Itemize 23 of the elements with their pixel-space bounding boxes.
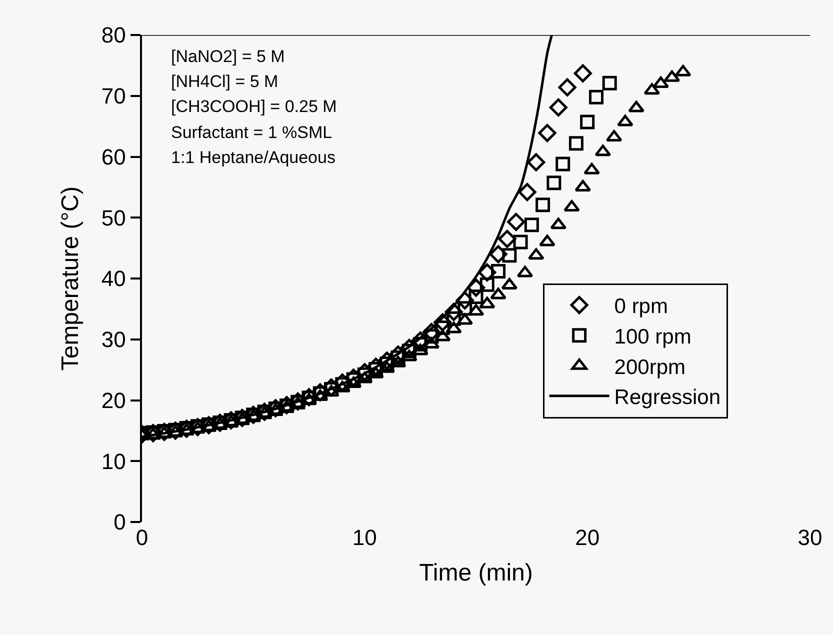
y-tick-label: 20 xyxy=(101,388,126,413)
y-tick-label: 70 xyxy=(101,84,126,109)
x-tick-label: 0 xyxy=(136,525,148,550)
annotation: Surfactant = 1 %SML xyxy=(171,123,332,142)
y-tick-label: 50 xyxy=(101,205,126,230)
x-tick-label: 20 xyxy=(575,525,600,550)
annotation: [NH4Cl] = 5 M xyxy=(171,72,278,91)
y-tick-label: 40 xyxy=(101,266,126,292)
legend-label: 200rpm xyxy=(614,356,686,379)
legend-label: 100 rpm xyxy=(614,326,692,349)
annotation: 1:1 Heptane/Aqueous xyxy=(171,148,336,167)
y-tick-label: 30 xyxy=(101,327,126,352)
y-tick-label: 60 xyxy=(101,144,126,170)
y-tick-label: 80 xyxy=(101,22,126,48)
annotation: [CH3COOH] = 0.25 M xyxy=(171,97,337,116)
y-axis-title: Temperature (°C) xyxy=(56,186,84,371)
annotation: [NaNO2] = 5 M xyxy=(171,47,285,66)
x-tick-label: 30 xyxy=(798,525,822,550)
legend-label: 0 rpm xyxy=(614,295,668,318)
y-tick-label: 10 xyxy=(101,448,126,474)
x-tick-label: 10 xyxy=(352,525,377,550)
x-axis-title: Time (min) xyxy=(419,559,533,586)
legend-label: Regression xyxy=(614,386,721,410)
